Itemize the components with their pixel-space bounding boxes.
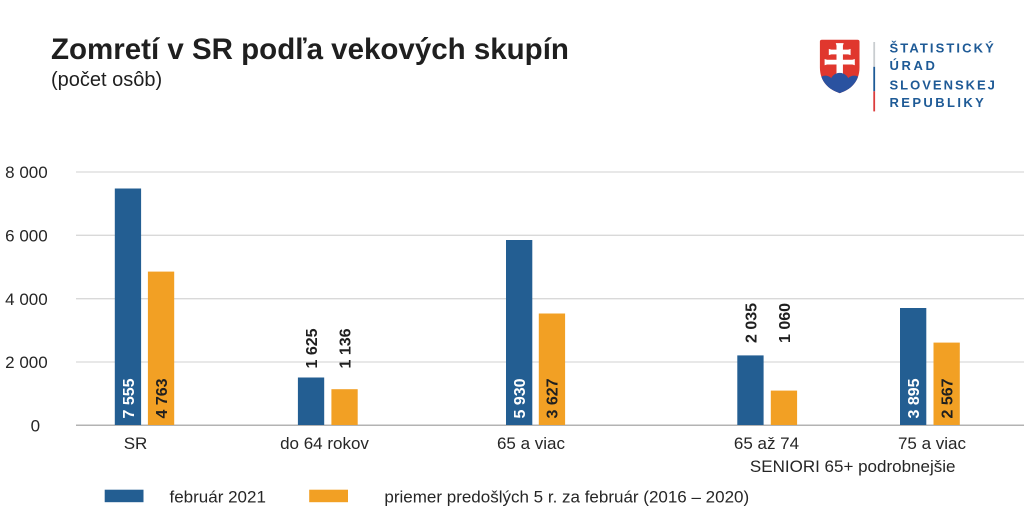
svg-text:7 555: 7 555 bbox=[121, 378, 138, 418]
svg-text:1 060: 1 060 bbox=[777, 303, 794, 343]
svg-text:65 až 74: 65 až 74 bbox=[734, 434, 799, 453]
svg-text:SENIORI 65+ podrobnejšie: SENIORI 65+ podrobnejšie bbox=[750, 457, 956, 476]
svg-text:4 763: 4 763 bbox=[154, 378, 171, 418]
svg-text:4 000: 4 000 bbox=[5, 290, 48, 309]
svg-text:75 a viac: 75 a viac bbox=[898, 434, 967, 453]
svg-text:0: 0 bbox=[31, 416, 40, 435]
svg-text:ÚRAD: ÚRAD bbox=[890, 58, 938, 73]
svg-text:(počet osôb): (počet osôb) bbox=[51, 69, 162, 91]
svg-text:SLOVENSKEJ: SLOVENSKEJ bbox=[890, 77, 997, 92]
svg-text:2 000: 2 000 bbox=[5, 353, 48, 372]
svg-text:REPUBLIKY: REPUBLIKY bbox=[890, 95, 987, 110]
svg-text:ŠTATISTICKÝ: ŠTATISTICKÝ bbox=[890, 40, 996, 55]
svg-text:Zomretí v SR podľa vekových sk: Zomretí v SR podľa vekových skupín bbox=[51, 33, 569, 66]
svg-text:5 930: 5 930 bbox=[512, 378, 529, 418]
svg-text:SR: SR bbox=[124, 434, 148, 453]
svg-text:priemer predošlých 5 r. za feb: priemer predošlých 5 r. za február (2016… bbox=[384, 488, 749, 507]
svg-text:1 136: 1 136 bbox=[337, 328, 354, 368]
svg-text:3 895: 3 895 bbox=[906, 378, 923, 418]
svg-text:8 000: 8 000 bbox=[5, 163, 48, 182]
svg-text:1 625: 1 625 bbox=[304, 328, 321, 368]
svg-text:2 567: 2 567 bbox=[939, 378, 956, 418]
svg-text:3 627: 3 627 bbox=[545, 378, 562, 418]
svg-text:65 a viac: 65 a viac bbox=[497, 434, 566, 453]
svg-text:6 000: 6 000 bbox=[5, 226, 48, 245]
svg-text:do 64 rokov: do 64 rokov bbox=[280, 434, 369, 453]
svg-text:2 035: 2 035 bbox=[743, 303, 760, 343]
svg-text:február 2021: február 2021 bbox=[170, 488, 266, 507]
